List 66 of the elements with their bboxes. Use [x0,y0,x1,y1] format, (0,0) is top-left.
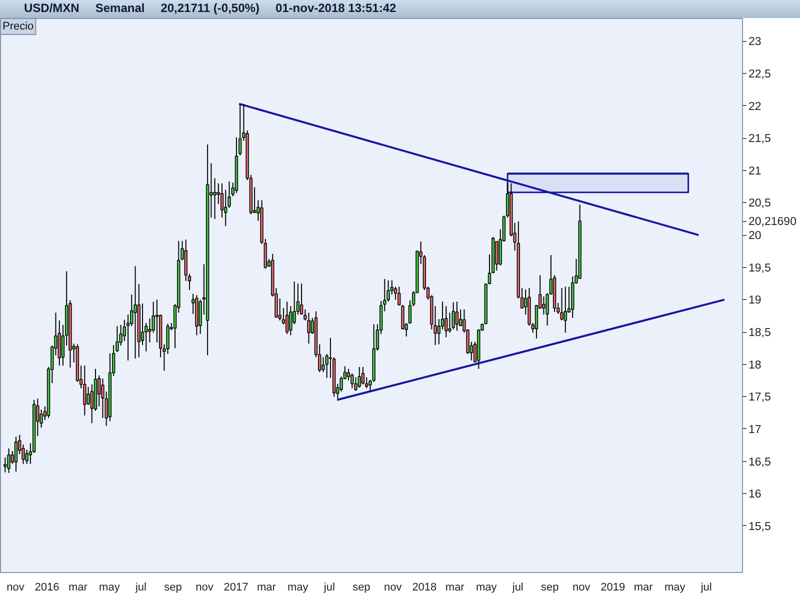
y-tick-label: 16 [748,488,762,501]
candlestick [83,365,86,416]
text: 01-nov-2018 13:51:42 [275,1,396,16]
candlestick [86,386,90,406]
x-tick-label: jul [511,582,524,594]
candlestick [4,456,7,473]
candlestick [542,296,546,316]
x-tick-label: mar [634,582,654,594]
candlestick [452,302,455,330]
y-tick-label: 19 [748,294,762,307]
x-tick-label: mar [445,582,465,594]
candlestick [304,308,307,321]
y-tick-label: 16,5 [748,456,771,468]
y-tick-label: 15,5 [748,520,771,533]
x-tick-label: 2017 [224,582,248,594]
y-tick-label: 19,5 [748,262,771,274]
y-tick-label: 17,5 [748,392,771,404]
x-tick-label: sep [352,582,370,594]
candlestick [285,301,289,334]
x-tick-label: sep [541,582,559,594]
x-tick-label: may [476,582,498,594]
x-tick-label: jul [700,582,712,594]
x-tick-label: mar [256,582,276,594]
y-tick-label: 18,5 [748,327,771,340]
candlestick [495,241,498,272]
x-tick-label: jul [134,582,146,594]
x-tick-label: nov [572,582,591,594]
chart-title: USD/MXN [24,1,80,16]
candlestick [14,436,18,472]
candlestick [358,366,361,388]
x-tick-label: may [99,582,120,594]
x-tick-label: jul [322,582,335,594]
candlestick [444,306,448,338]
candlestick [350,372,354,389]
x-tick-label: may [288,582,309,594]
y-tick-label: 23 [748,36,762,48]
text: 20,21690 [748,216,796,228]
candlestick [564,286,567,334]
candlestick [560,288,564,321]
chart-subtitle: Semanal [95,1,145,16]
x-tick-label: nov [6,582,25,594]
candlestick [7,448,10,474]
candlestick [455,301,459,332]
candlestick [134,266,137,360]
candlestick [307,312,310,344]
x-tick-label: 2018 [412,582,437,594]
x-tick-label: sep [164,582,182,594]
x-tick-label: mar [68,582,88,594]
y-tick-label: 21,5 [748,133,771,146]
x-tick-label: nov [196,582,214,594]
x-tick-label: nov [384,582,402,594]
y-tick-label: 20 [748,230,762,242]
candlestick [213,178,216,220]
y-tick-label: 22 [748,100,762,113]
y-tick-label: 17 [748,424,762,436]
candlestick [278,298,282,321]
x-tick-label: 2016 [34,582,60,594]
y-axis-title: Precio [2,20,34,32]
candlestick [361,366,365,385]
y-tick-label: 22,5 [748,68,771,80]
y-tick-label: 18 [748,359,762,372]
x-tick-label: 2019 [600,582,626,594]
y-tick-label: 21 [748,165,762,178]
text: 20,21711 (-0,50%) [160,1,260,16]
y-tick-label: 20,5 [748,198,771,210]
x-tick-label: may [664,582,686,594]
